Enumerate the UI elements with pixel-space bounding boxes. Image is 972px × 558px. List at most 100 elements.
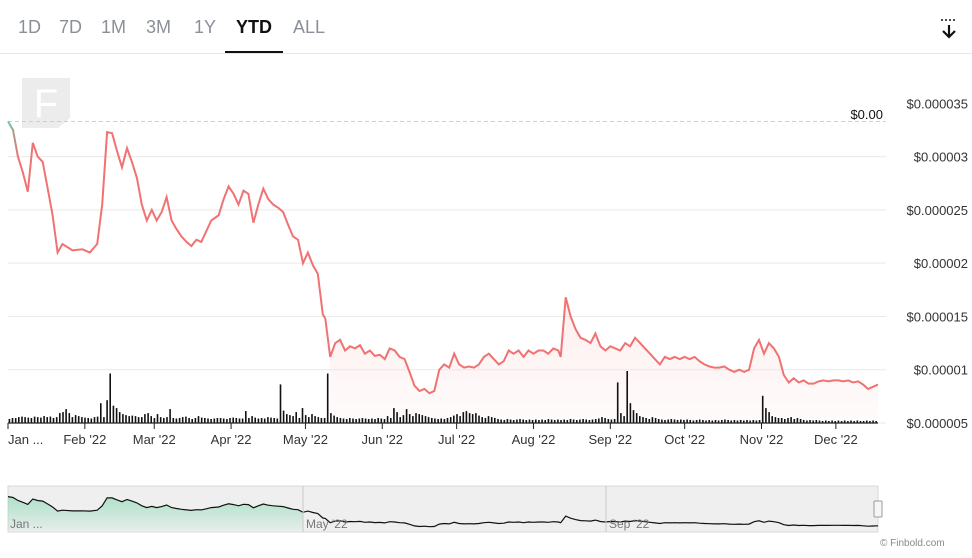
volume-bar — [46, 417, 48, 423]
volume-bar — [730, 420, 732, 423]
volume-bar — [607, 419, 610, 423]
volume-bar — [30, 418, 33, 423]
volume-bars — [8, 371, 877, 423]
volume-bar — [843, 420, 846, 423]
volume-bar — [468, 413, 471, 423]
volume-bar — [317, 417, 320, 423]
navigator-label: May '22 — [306, 517, 348, 531]
volume-bar — [544, 420, 546, 423]
volume-bar — [292, 416, 294, 423]
volume-bar — [632, 410, 635, 423]
volume-bar — [412, 416, 414, 423]
volume-bar — [875, 421, 877, 423]
volume-bar — [207, 418, 209, 423]
volume-bar — [163, 418, 165, 423]
tab-1m[interactable]: 1M — [101, 17, 127, 37]
volume-bar — [661, 419, 663, 423]
volume-bar — [349, 418, 351, 423]
navigator[interactable]: Jan ... May '22 Sep '22 — [7, 485, 883, 533]
volume-bar — [736, 420, 739, 423]
volume-bar — [673, 419, 676, 423]
volume-bar — [134, 416, 137, 423]
volume-bar — [850, 420, 852, 423]
volume-bar — [289, 415, 291, 423]
volume-bar — [765, 408, 767, 423]
volume-bar — [405, 409, 408, 423]
volume-bar — [727, 420, 729, 423]
volume-bar — [273, 418, 275, 423]
volume-bar — [566, 420, 569, 423]
volume-bar — [582, 419, 584, 423]
tab-7d[interactable]: 7D — [59, 17, 83, 37]
volume-bar — [222, 418, 225, 423]
volume-bar — [159, 417, 162, 423]
volume-bar — [115, 408, 118, 423]
volume-bar — [358, 418, 361, 423]
volume-bar — [295, 412, 297, 423]
volume-bar — [367, 419, 370, 423]
tab-1d[interactable]: 1D — [18, 17, 42, 37]
volume-bar — [65, 409, 67, 423]
y-tick-label: $0.00001 — [914, 363, 968, 378]
volume-bar — [147, 413, 149, 423]
volume-bar — [172, 418, 175, 423]
volume-bar — [787, 418, 789, 423]
volume-bar — [197, 416, 200, 423]
volume-bar — [374, 419, 376, 423]
volume-bar — [686, 419, 688, 423]
volume-bar — [443, 419, 446, 423]
x-tick-label: Jul '22 — [438, 432, 475, 447]
volume-bar — [459, 416, 461, 423]
volume-bar — [802, 420, 805, 423]
y-tick-label: $0.00002 — [914, 256, 968, 271]
x-tick-label: Apr '22 — [211, 432, 252, 447]
credit-text: © Finbold.com — [880, 538, 945, 549]
volume-bar — [869, 421, 871, 423]
x-tick-label: Feb '22 — [63, 432, 106, 447]
volume-bar — [175, 418, 178, 423]
volume-bar — [77, 416, 80, 423]
volume-bar — [749, 420, 751, 423]
volume-bar — [254, 417, 256, 423]
volume-bar — [522, 419, 524, 423]
volume-bar — [449, 417, 452, 423]
x-tick-label: May '22 — [283, 432, 328, 447]
volume-bar — [245, 411, 247, 423]
volume-bar — [320, 418, 323, 423]
volume-bar — [724, 419, 726, 423]
tab-ytd[interactable]: YTD — [236, 17, 272, 37]
download-icon[interactable] — [936, 17, 962, 43]
volume-bar — [40, 417, 42, 423]
volume-bar — [790, 417, 792, 423]
tab-all[interactable]: ALL — [293, 17, 326, 37]
x-tick-label: Sep '22 — [588, 432, 632, 447]
volume-bar — [276, 418, 279, 423]
volume-bar — [125, 415, 127, 423]
tab-3m[interactable]: 3M — [146, 17, 172, 37]
navigator-handle[interactable] — [873, 500, 883, 518]
volume-bar — [43, 416, 45, 423]
volume-bar — [768, 412, 770, 423]
price-area — [330, 297, 878, 423]
volume-bar — [106, 400, 108, 423]
volume-bar — [345, 419, 348, 423]
volume-bar — [670, 419, 673, 423]
volume-bar — [484, 418, 487, 423]
volume-bar — [314, 416, 316, 423]
volume-bar — [393, 408, 395, 423]
volume-bar — [342, 418, 345, 423]
svg-text:F: F — [34, 82, 58, 126]
volume-bar — [150, 416, 152, 423]
volume-bar — [418, 414, 420, 423]
volume-bar — [481, 417, 483, 423]
volume-bar — [437, 419, 439, 423]
volume-bar — [8, 419, 11, 423]
volume-bar — [427, 417, 430, 423]
volume-bar — [516, 419, 518, 423]
volume-bar — [471, 414, 474, 423]
tab-1y[interactable]: 1Y — [194, 17, 217, 37]
volume-bar — [52, 418, 55, 423]
volume-bar — [84, 417, 86, 423]
volume-bar — [311, 414, 313, 423]
volume-bar — [588, 420, 591, 423]
